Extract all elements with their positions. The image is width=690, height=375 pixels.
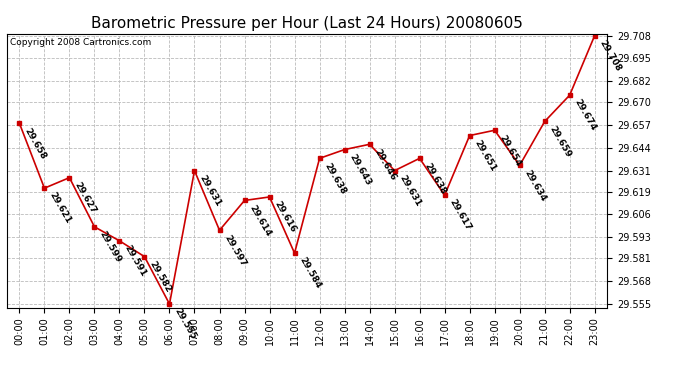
- Text: 29.555: 29.555: [172, 307, 197, 341]
- Text: 29.634: 29.634: [522, 168, 548, 203]
- Text: 29.658: 29.658: [22, 126, 48, 160]
- Text: 29.659: 29.659: [547, 124, 573, 159]
- Text: 29.631: 29.631: [197, 173, 222, 208]
- Text: 29.627: 29.627: [72, 180, 97, 215]
- Text: 29.614: 29.614: [247, 203, 273, 238]
- Text: 29.654: 29.654: [497, 133, 522, 168]
- Text: 29.621: 29.621: [47, 191, 72, 225]
- Text: 29.616: 29.616: [273, 200, 297, 234]
- Text: 29.582: 29.582: [147, 260, 172, 294]
- Text: 29.674: 29.674: [573, 98, 598, 133]
- Text: 29.643: 29.643: [347, 152, 373, 187]
- Text: 29.651: 29.651: [473, 138, 497, 173]
- Text: 29.638: 29.638: [322, 161, 348, 196]
- Title: Barometric Pressure per Hour (Last 24 Hours) 20080605: Barometric Pressure per Hour (Last 24 Ho…: [91, 16, 523, 31]
- Text: 29.708: 29.708: [598, 38, 622, 73]
- Text: 29.591: 29.591: [122, 244, 148, 278]
- Text: 29.599: 29.599: [97, 230, 123, 264]
- Text: 29.597: 29.597: [222, 233, 248, 268]
- Text: Copyright 2008 Cartronics.com: Copyright 2008 Cartronics.com: [10, 38, 151, 47]
- Text: 29.617: 29.617: [447, 198, 473, 232]
- Text: 29.631: 29.631: [397, 173, 422, 208]
- Text: 29.638: 29.638: [422, 161, 448, 196]
- Text: 29.646: 29.646: [373, 147, 397, 182]
- Text: 29.584: 29.584: [297, 256, 322, 291]
